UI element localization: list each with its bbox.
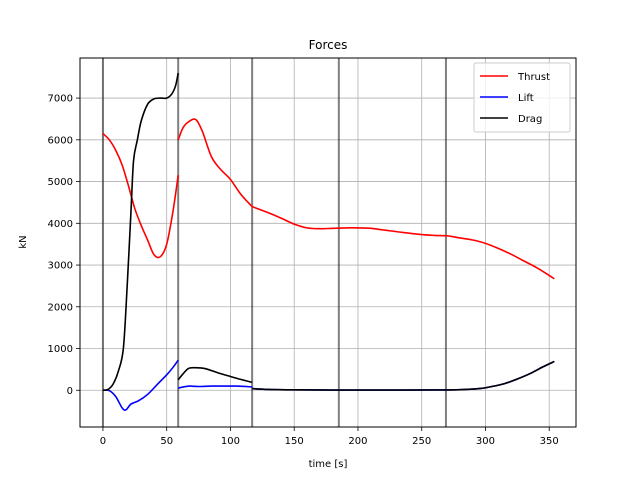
legend-label-thrust: Thrust	[517, 72, 550, 83]
x-tick-label: 50	[160, 436, 173, 447]
y-tick-label: 0	[67, 386, 73, 397]
x-tick-label: 350	[540, 436, 559, 447]
y-tick-label: 7000	[48, 94, 73, 105]
y-tick-label: 1000	[48, 344, 73, 355]
x-tick-label: 100	[221, 436, 240, 447]
x-tick-label: 200	[348, 436, 367, 447]
legend-entry-thrust: Thrust	[480, 72, 550, 83]
y-tick-label: 2000	[48, 302, 73, 313]
series-thrust	[102, 118, 555, 280]
y-axis-title: kN	[18, 235, 29, 248]
x-axis-ticks: 0 50 100 150 200 250 300 350	[100, 427, 559, 447]
chart-title: Forces	[309, 38, 348, 52]
x-tick-label: 250	[412, 436, 431, 447]
series-thrust-line	[102, 132, 179, 259]
x-tick-label: 300	[476, 436, 495, 447]
series-lift-line	[102, 359, 179, 411]
y-tick-label: 5000	[48, 177, 73, 188]
series-drag-line	[177, 366, 253, 384]
y-tick-label: 6000	[48, 135, 73, 146]
series-thrust-line	[251, 205, 555, 280]
plot-frame	[79, 57, 577, 428]
y-tick-label: 3000	[48, 261, 73, 272]
legend-box	[473, 62, 571, 133]
x-tick-label: 0	[100, 436, 106, 447]
series-drag	[102, 72, 555, 392]
x-axis-title: time [s]	[309, 459, 348, 470]
legend-entry-lift: Lift	[480, 93, 534, 104]
y-axis-ticks: 0 1000 2000 3000 4000 5000 6000 7000	[48, 94, 80, 397]
x-tick-label: 150	[285, 436, 304, 447]
legend-entries: Thrust Lift Drag	[480, 72, 550, 125]
legend-label-lift: Lift	[518, 93, 534, 104]
legend: Thrust Lift Drag	[473, 62, 571, 133]
legend-entry-drag: Drag	[480, 114, 542, 125]
series-thrust-line	[177, 118, 253, 208]
y-tick-label: 4000	[48, 219, 73, 230]
series-drag-line	[252, 360, 555, 391]
legend-label-drag: Drag	[518, 114, 542, 125]
series-lift-line	[177, 385, 253, 389]
series-drag-line	[102, 72, 179, 392]
phase-boundaries	[101, 58, 447, 427]
series-lines	[102, 72, 555, 411]
